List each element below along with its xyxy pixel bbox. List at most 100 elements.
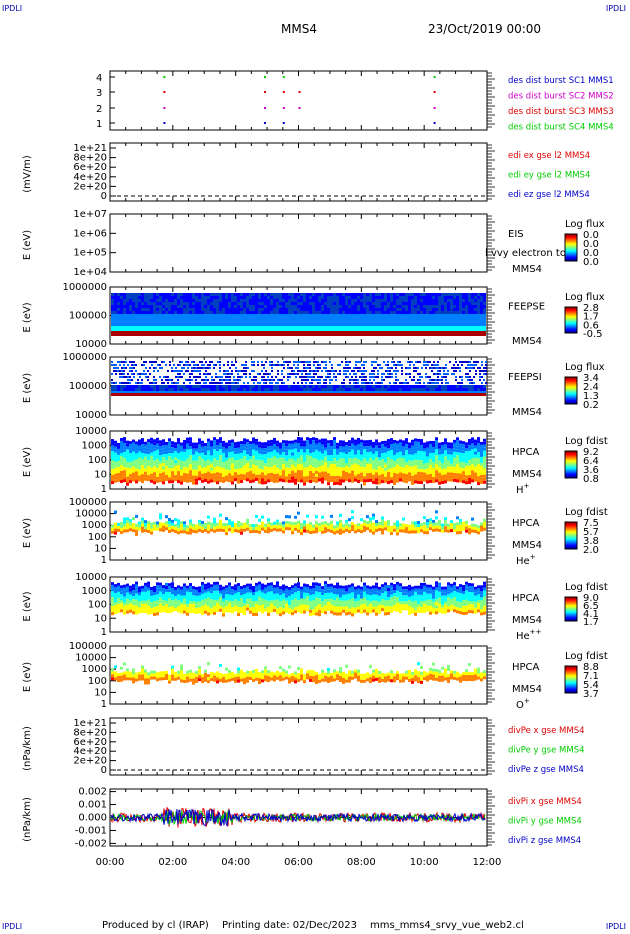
divpe-ytick-0: 1e+21: [73, 718, 107, 729]
burst-ytick-3: 1: [96, 119, 102, 130]
feepse-ytick-2: 10000: [75, 339, 107, 350]
feepsi-ytick-2: 10000: [75, 410, 107, 421]
feepse-instrument: FEEPSE: [508, 302, 545, 313]
divpi-legend-0: divPi x gse MMS4: [508, 797, 582, 807]
spacecraft-title: MMS4: [281, 22, 317, 36]
hpca-o-ylabel: E (eV): [22, 662, 33, 692]
burst-mark: [163, 91, 166, 93]
feepsi-ylabel: E (eV): [22, 373, 33, 403]
divpi-ytick-4: -0.002: [75, 838, 107, 849]
hpca-hepp-sc-label: MMS4: [512, 615, 542, 626]
hpca-h-cb-tick-1: 6.4: [583, 456, 599, 467]
hpca-o-ytick-4: 10: [94, 687, 107, 698]
divpi-legend-2: divPi z gse MMS4: [508, 836, 581, 846]
eis-instrument: EIS: [508, 229, 524, 240]
hpca-h-cb-tick-3: 0.8: [583, 474, 599, 485]
hpca-o-spectrogram: [111, 662, 486, 685]
divpe-legend-0: divPe x gse MMS4: [508, 726, 585, 736]
hpca-he-instrument: HPCA: [512, 518, 540, 529]
hpca-o-ytick-1: 10000: [75, 653, 107, 664]
feepse-cb-tick-1: 1.7: [583, 312, 599, 323]
eis-ytick-0: 1e+07: [73, 209, 107, 220]
edi-legend-0: edi ex gse l2 MMS4: [508, 151, 590, 161]
burst-mark: [433, 122, 436, 124]
feepsi-cb-title: Log flux: [565, 362, 605, 373]
burst-mark: [263, 76, 266, 78]
corner-label-bottom-left: IPDLI: [2, 922, 23, 931]
burst-legend-2: des dist burst SC3 MMS3: [508, 107, 614, 117]
feepsi-ytick-1: 100000: [69, 381, 107, 392]
burst-mark: [282, 91, 285, 93]
burst-panel-frame: [109, 70, 488, 131]
eis-cb-tick-1: 0.0: [583, 239, 599, 250]
time-tick-4: 08:00: [347, 857, 376, 868]
burst-mark: [263, 107, 266, 109]
burst-mark: [282, 76, 285, 78]
eis-cb-tick-3: 0.0: [583, 257, 599, 268]
hpca-hepp-colorbar: [564, 596, 578, 622]
hpca-hepp-cb-tick-0: 9.0: [583, 593, 599, 604]
burst-mark: [433, 91, 436, 93]
burst-mark: [263, 122, 266, 124]
hpca-o-cb-tick-2: 5.4: [583, 680, 599, 691]
footer-produced-by: Produced by cl (IRAP): [102, 920, 209, 931]
hpca-hepp-ytick-3: 10: [94, 613, 107, 624]
divpe-ytick-1: 8e+20: [73, 727, 107, 738]
hpca-he-ytick-5: 1: [101, 555, 107, 566]
time-tick-0: 00:00: [96, 857, 125, 868]
divpi-ytick-0: 0.002: [78, 787, 107, 798]
hpca-h-ytick-3: 10: [94, 470, 107, 481]
edi-ytick-3: 4e+20: [73, 172, 107, 183]
hpca-h-sc-label: MMS4: [512, 469, 542, 480]
hpca-h-ytick-0: 10000: [75, 426, 107, 437]
burst-ytick-1: 3: [96, 88, 102, 99]
hpca-hepp-cb-tick-3: 1.7: [583, 617, 599, 628]
burst-mark: [163, 122, 166, 124]
hpca-h-instrument: HPCA: [512, 447, 540, 458]
hpca-o-ytick-2: 1000: [82, 664, 107, 675]
feepsi-instrument: FEEPSI: [508, 372, 542, 383]
time-tick-2: 04:00: [221, 857, 250, 868]
hpca-hepp-ytick-2: 100: [88, 600, 107, 611]
edi-ytick-4: 2e+20: [73, 181, 107, 192]
divpe-legend-1: divPe y gse MMS4: [508, 746, 585, 756]
hpca-he-spectrogram: [111, 510, 486, 536]
hpca-o-sc-label: MMS4: [512, 684, 542, 695]
feepse-ytick-0: 1000000: [62, 282, 107, 293]
feepse-sc-label: MMS4: [512, 336, 542, 347]
edi-ytick-2: 6e+20: [73, 162, 107, 173]
burst-mark: [298, 91, 301, 93]
time-tick-6: 12:00: [473, 857, 502, 868]
hpca-he-cb-tick-2: 3.8: [583, 536, 599, 547]
hpca-h-cb-tick-2: 3.6: [583, 465, 599, 476]
edi-ytick-1: 8e+20: [73, 153, 107, 164]
eis-ytick-2: 1e+05: [73, 248, 107, 259]
feepsi-cb-tick-0: 3.4: [583, 373, 599, 384]
hpca-o-ytick-3: 100: [88, 676, 107, 687]
divpe-ylabel: (nPa/km): [22, 726, 33, 771]
hpca-h-ytick-4: 1: [101, 484, 107, 495]
eis-colorbar: [564, 233, 578, 262]
burst-mark: [263, 91, 266, 93]
hpca-h-spectrogram: [111, 437, 486, 486]
corner-label-top-left: IPDLI: [2, 4, 23, 13]
time-tick-1: 02:00: [158, 857, 187, 868]
hpca-o-cb-tick-1: 7.1: [583, 671, 599, 682]
divpi-ytick-1: 0.001: [78, 800, 107, 811]
hpca-o-colorbar: [564, 665, 578, 694]
hpca-hepp-cb-tick-1: 6.5: [583, 601, 599, 612]
divpe-panel-frame: [109, 717, 488, 776]
hpca-hepp-ylabel: E (eV): [22, 591, 33, 621]
hpca-h-species: H+: [516, 482, 530, 496]
hpca-he-cb-tick-1: 5.7: [583, 527, 599, 538]
burst-ytick-2: 2: [96, 104, 102, 115]
hpca-o-ytick-5: 1: [101, 699, 107, 710]
hpca-h-ytick-1: 1000: [82, 441, 107, 452]
eis-overlay-text: ĺ vvy electron to: [485, 246, 566, 259]
feepsi-low-energy-band: [111, 393, 486, 396]
feepse-cb-tick-3: -0.5: [583, 329, 603, 340]
hpca-he-cb-title: Log fdist: [565, 507, 608, 518]
burst-mark: [163, 107, 166, 109]
hpca-h-cb-title: Log fdist: [565, 436, 608, 447]
burst-mark: [433, 107, 436, 109]
